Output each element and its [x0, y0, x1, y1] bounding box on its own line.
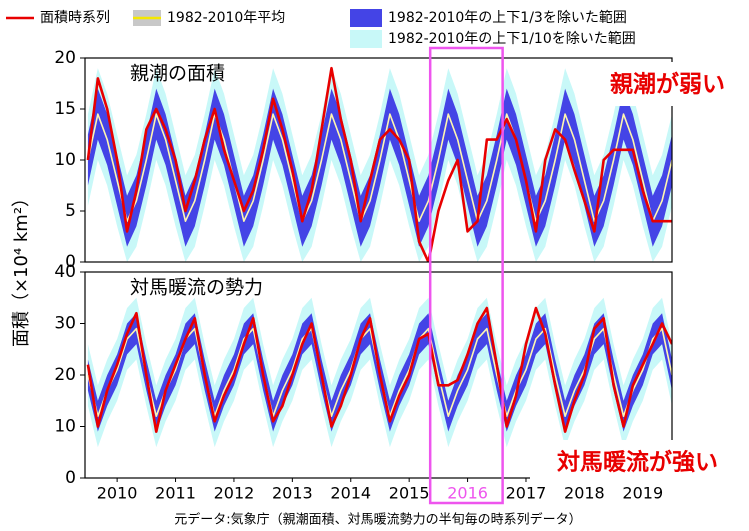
x-tick-label: 2014	[330, 484, 371, 503]
series-line	[86, 66, 672, 262]
range-band	[87, 88, 672, 247]
highlight-box	[428, 46, 504, 505]
y-tick-label: 30	[54, 314, 76, 334]
plot-area	[86, 297, 672, 448]
legend-label: 1982-2010年の上下1/10を除いた範囲	[388, 30, 636, 47]
x-tick-label: 2016	[447, 484, 488, 503]
legend-label: 面積時系列	[40, 10, 110, 26]
series-line	[87, 113, 672, 222]
x-tick-label: 2013	[272, 484, 313, 503]
y-tick-label: 20	[54, 365, 76, 385]
panel-title: 対馬暖流の勢力	[130, 277, 263, 299]
legend-label: 1982-2010年の上下1/3を除いた範囲	[388, 9, 627, 26]
series-line	[86, 306, 672, 433]
y-tick-label: 15	[54, 99, 76, 119]
x-tick-label: 2011	[155, 484, 196, 503]
annotation: 対馬暖流が強い	[557, 449, 718, 476]
panel-title: 親潮の面積	[130, 63, 225, 85]
y-tick-label: 20	[54, 48, 76, 68]
y-tick-label: 5	[65, 201, 76, 221]
x-tick-label: 2018	[564, 484, 605, 503]
plot-area	[86, 66, 672, 262]
x-tick-label: 2017	[506, 484, 547, 503]
y-tick-label: 10	[54, 417, 76, 437]
y-tick-label: 0	[65, 468, 76, 488]
legend-swatch	[350, 30, 382, 48]
annotation: 親潮が弱い	[610, 71, 725, 98]
legend-label: 1982-2010年平均	[167, 10, 285, 26]
y-axis-label: 面積（×10⁴ km²）	[11, 189, 32, 347]
x-tick-label: 2010	[97, 484, 138, 503]
source-note: 元データ:気象庁（親潮面積、対馬暖流勢力の半旬毎の時系列データ）	[174, 512, 581, 528]
y-tick-label: 10	[54, 150, 76, 170]
annotation-box	[530, 440, 745, 484]
y-tick-label: 0	[65, 252, 76, 272]
legend-swatch	[350, 9, 382, 27]
x-tick-label: 2015	[389, 484, 430, 503]
x-tick-label: 2012	[214, 484, 255, 503]
x-tick-label: 2019	[622, 484, 663, 503]
annotation-box	[590, 62, 745, 106]
y-tick-label: 40	[54, 262, 76, 282]
